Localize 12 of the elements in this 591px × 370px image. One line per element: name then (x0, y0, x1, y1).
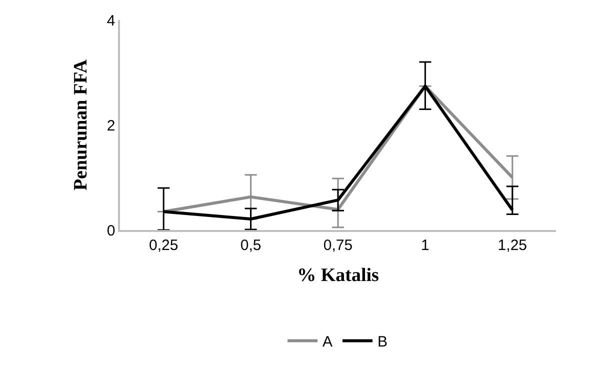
x-tick-label: 0,75 (323, 236, 353, 254)
x-tick-label: 1 (421, 236, 430, 254)
legend-label: B (378, 334, 388, 351)
y-tick-label: 0 (106, 222, 116, 240)
legend-label: A (322, 334, 333, 351)
x-tick-label: 1,25 (498, 236, 527, 254)
x-tick-label: 0,25 (149, 236, 178, 254)
x-axis-title: % Katalis (297, 265, 379, 286)
x-tick-label: 0,5 (240, 236, 262, 254)
y-axis-title: Penurunan FFA (70, 59, 92, 191)
y-tick-label: 4 (106, 12, 116, 30)
y-tick-label: 2 (106, 117, 116, 134)
